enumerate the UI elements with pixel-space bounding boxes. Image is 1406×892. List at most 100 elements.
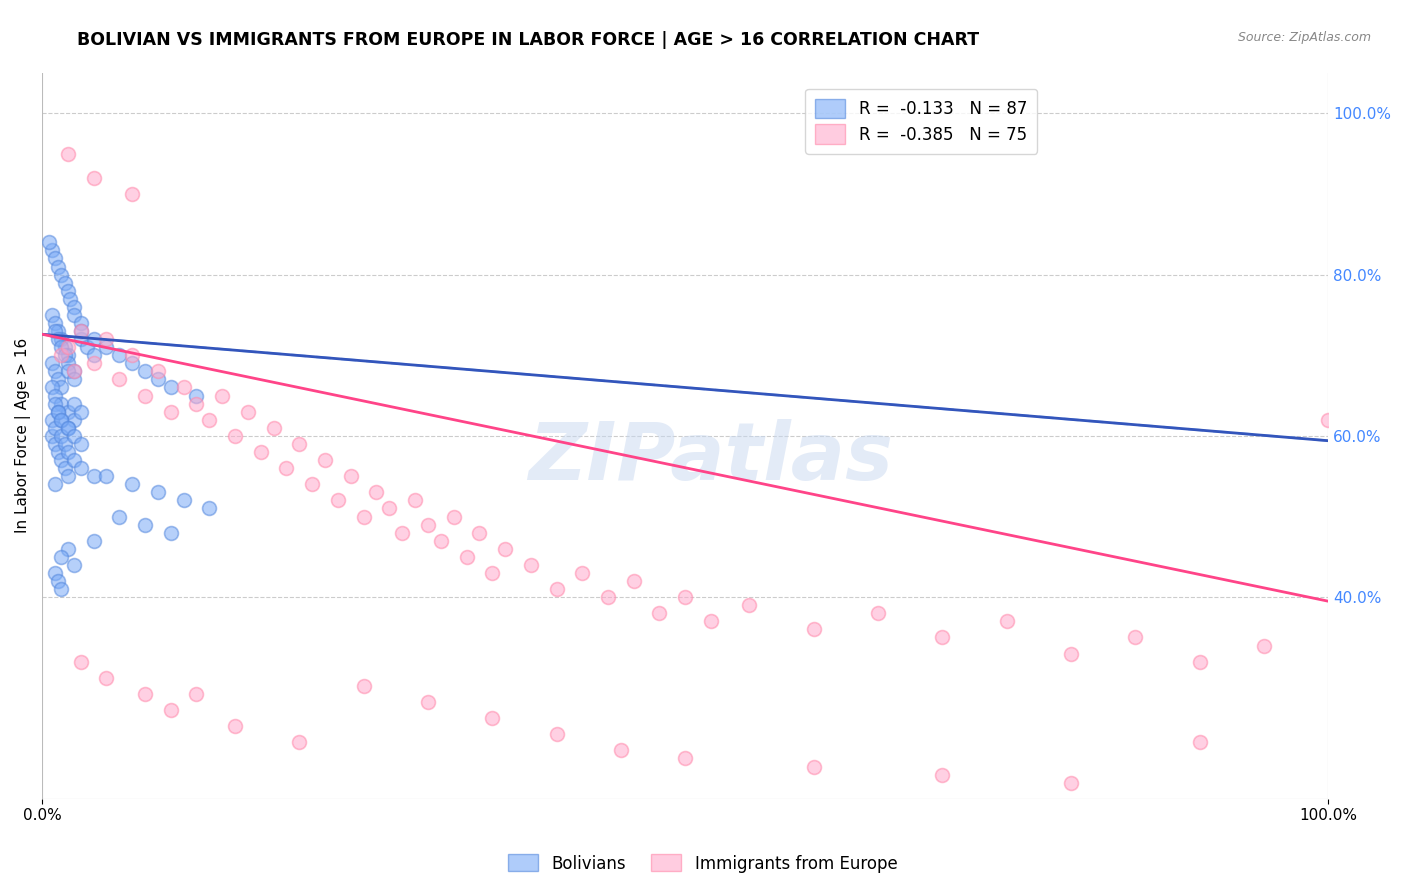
Point (198, 413, 221, 427)
Point (803, 623, 825, 637)
Point (51, 340, 73, 354)
Point (96, 340, 118, 354)
Point (46, 405, 69, 419)
Point (69, 324, 91, 338)
Point (83, 356, 105, 370)
Point (56, 469, 79, 483)
Point (63, 413, 86, 427)
Point (56, 356, 79, 370)
Point (69, 437, 91, 451)
Point (456, 549, 478, 564)
Point (494, 541, 516, 556)
Point (63, 558, 86, 572)
Point (134, 364, 156, 378)
Point (69, 655, 91, 669)
Point (288, 437, 311, 451)
Point (738, 598, 761, 612)
Point (803, 759, 825, 773)
Point (56, 340, 79, 354)
Point (146, 372, 169, 386)
Text: BOLIVIAN VS IMMIGRANTS FROM EUROPE IN LABOR FORCE | AGE > 16 CORRELATION CHART: BOLIVIAN VS IMMIGRANTS FROM EUROPE IN LA… (77, 31, 980, 49)
Point (46, 445, 69, 459)
Point (931, 767, 953, 781)
Point (83, 332, 105, 346)
Point (1253, 639, 1275, 653)
Point (623, 574, 645, 588)
Point (51, 429, 73, 443)
Point (83, 170, 105, 185)
Point (69, 405, 91, 419)
Point (186, 388, 208, 402)
Point (51, 549, 73, 564)
Point (41, 429, 63, 443)
Point (429, 533, 451, 548)
Point (59, 292, 82, 306)
Point (51, 582, 73, 596)
Point (41, 380, 63, 394)
Point (56, 421, 79, 435)
Point (83, 469, 105, 483)
Point (56, 348, 79, 362)
Y-axis label: In Labor Force | Age > 16: In Labor Force | Age > 16 (15, 338, 31, 533)
Point (108, 372, 131, 386)
Point (46, 372, 69, 386)
Point (69, 332, 91, 346)
Point (41, 413, 63, 427)
Point (56, 421, 79, 435)
Point (301, 477, 323, 491)
Point (121, 186, 143, 201)
Point (468, 525, 491, 540)
Point (236, 405, 259, 419)
Point (63, 364, 86, 378)
Point (53, 340, 76, 354)
Point (51, 453, 73, 467)
Point (46, 574, 69, 588)
Point (108, 509, 131, 524)
Point (866, 607, 889, 621)
Point (41, 356, 63, 370)
Point (46, 324, 69, 338)
Point (63, 372, 86, 386)
Point (53, 461, 76, 475)
Point (416, 695, 439, 709)
Point (263, 421, 285, 435)
Point (53, 348, 76, 362)
Point (44, 316, 66, 330)
Point (56, 284, 79, 298)
Point (63, 308, 86, 322)
Legend: R =  -0.133   N = 87, R =  -0.385   N = 75: R = -0.133 N = 87, R = -0.385 N = 75 (806, 88, 1036, 153)
Point (520, 558, 543, 572)
Point (63, 396, 86, 410)
Point (53, 276, 76, 290)
Point (224, 429, 246, 443)
Point (571, 566, 593, 580)
Point (159, 525, 181, 540)
Point (134, 687, 156, 701)
Point (69, 461, 91, 475)
Point (353, 509, 375, 524)
Point (44, 388, 66, 402)
Point (416, 517, 439, 532)
Point (63, 364, 86, 378)
Point (249, 445, 271, 459)
Point (159, 703, 181, 717)
Point (186, 396, 208, 410)
Point (1188, 655, 1211, 669)
Point (673, 590, 696, 604)
Point (51, 332, 73, 346)
Point (391, 525, 413, 540)
Point (63, 300, 86, 314)
Point (56, 541, 79, 556)
Point (610, 743, 633, 757)
Point (108, 348, 131, 362)
Point (211, 388, 233, 402)
Point (96, 332, 118, 346)
Point (121, 348, 143, 362)
Point (276, 461, 298, 475)
Point (224, 719, 246, 733)
Point (51, 268, 73, 282)
Point (63, 453, 86, 467)
Point (51, 380, 73, 394)
Point (69, 324, 91, 338)
Point (63, 429, 86, 443)
